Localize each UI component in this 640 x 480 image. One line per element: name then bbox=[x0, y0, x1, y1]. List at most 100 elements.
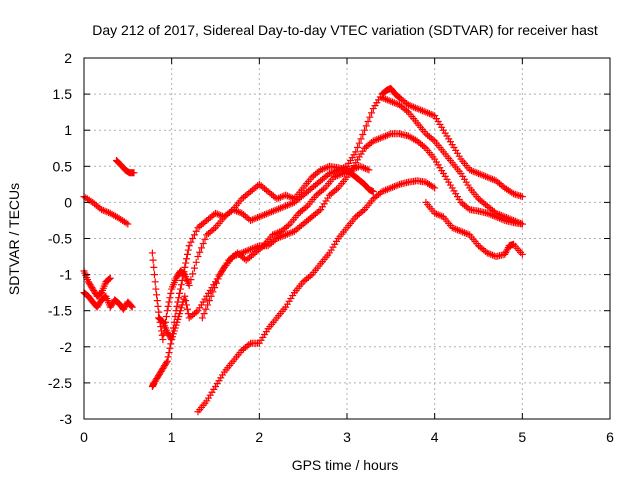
data-point-track-e bbox=[183, 250, 191, 258]
data-point-track-b bbox=[130, 169, 138, 177]
data-point-track-e bbox=[362, 122, 370, 130]
x-tick-label: 5 bbox=[518, 429, 526, 445]
data-point-track-f bbox=[194, 253, 202, 261]
data-point-track-f bbox=[154, 302, 162, 310]
x-tick-label: 2 bbox=[255, 429, 263, 445]
data-point-track-e bbox=[192, 227, 200, 235]
data-point-track-e bbox=[177, 281, 185, 289]
data-point-track-e bbox=[354, 144, 362, 152]
data-point-track-e bbox=[178, 276, 186, 284]
data-point-track-i bbox=[205, 297, 213, 305]
data-point-track-f bbox=[167, 289, 175, 297]
x-tick-label: 6 bbox=[606, 429, 614, 445]
axis-ticks bbox=[83, 57, 611, 420]
x-tick-label: 1 bbox=[168, 429, 176, 445]
data-point-track-i bbox=[200, 310, 208, 318]
data-point-track-a bbox=[124, 220, 132, 228]
y-axis-label: SDTVAR / TECUs bbox=[6, 183, 22, 295]
y-tick-label: 1 bbox=[64, 122, 72, 138]
data-point-track-i bbox=[198, 314, 206, 322]
x-tick-label: 4 bbox=[431, 429, 439, 445]
data-point-track-e bbox=[175, 294, 183, 302]
data-point-track-f bbox=[151, 278, 159, 286]
data-point-track-e bbox=[185, 242, 193, 250]
data-point-track-f bbox=[150, 263, 158, 271]
data-point-track-e bbox=[173, 302, 181, 310]
data-point-track-f bbox=[166, 294, 174, 302]
data-points bbox=[80, 84, 526, 416]
data-point-track-e bbox=[189, 235, 197, 242]
data-point-track-e bbox=[364, 118, 372, 126]
data-point-track-f bbox=[196, 248, 204, 256]
data-point-track-e bbox=[357, 135, 365, 143]
data-point-track-e bbox=[166, 344, 174, 352]
x-tick-label: 3 bbox=[343, 429, 351, 445]
data-point-track-f bbox=[192, 258, 200, 266]
data-point-track-g bbox=[182, 297, 190, 305]
data-point-track-e bbox=[518, 193, 526, 201]
data-point-track-e bbox=[190, 231, 198, 239]
grid-lines bbox=[84, 58, 610, 419]
data-point-track-e bbox=[187, 238, 195, 246]
data-point-track-f bbox=[197, 244, 205, 252]
data-point-track-i bbox=[209, 288, 217, 296]
data-point-track-e bbox=[176, 289, 184, 297]
data-point-track-f bbox=[185, 281, 193, 289]
data-point-track-i bbox=[207, 292, 215, 300]
y-tick-label: -1 bbox=[60, 267, 73, 283]
data-point-track-f bbox=[158, 331, 166, 339]
data-point-track-f bbox=[153, 297, 161, 305]
data-point-track-f bbox=[162, 312, 170, 320]
y-tick-label: 0.5 bbox=[53, 158, 73, 174]
y-tick-label: -2.5 bbox=[48, 375, 72, 391]
data-point-track-g bbox=[183, 305, 191, 313]
data-point-track-g bbox=[183, 301, 191, 309]
y-tick-label: 0 bbox=[64, 194, 72, 210]
data-point-track-f bbox=[189, 270, 197, 278]
data-point-track-f bbox=[163, 307, 171, 315]
data-point-track-i bbox=[202, 305, 210, 313]
data-point-track-c bbox=[105, 275, 113, 283]
data-point-track-e bbox=[163, 357, 171, 365]
y-tick-label: -2 bbox=[60, 339, 73, 355]
data-point-track-f bbox=[159, 336, 167, 344]
data-point-track-e bbox=[359, 131, 367, 139]
data-point-track-e bbox=[181, 263, 189, 271]
data-point-track-f bbox=[369, 188, 377, 196]
data-point-track-g bbox=[181, 292, 189, 300]
data-point-track-f bbox=[201, 235, 209, 243]
y-tick-label: 1.5 bbox=[53, 86, 73, 102]
data-point-track-i bbox=[365, 166, 373, 174]
data-point-track-f bbox=[149, 256, 157, 264]
data-point-track-e bbox=[361, 126, 369, 134]
data-point-track-e bbox=[164, 353, 172, 361]
data-point-track-e bbox=[183, 255, 191, 263]
data-point-track-f bbox=[148, 249, 156, 257]
data-point-track-e bbox=[355, 139, 363, 147]
x-axis-label: GPS time / hours bbox=[292, 457, 399, 473]
y-tick-label: 2 bbox=[64, 50, 72, 66]
data-point-track-h bbox=[431, 184, 439, 192]
x-tick-labels: 0 1 2 3 4 5 6 bbox=[80, 429, 614, 445]
data-point-track-f bbox=[199, 240, 207, 248]
data-point-track-e bbox=[184, 246, 192, 254]
data-point-track-f bbox=[187, 276, 195, 284]
data-point-track-e bbox=[165, 349, 173, 357]
data-point-track-f bbox=[153, 291, 161, 299]
y-tick-label: -1.5 bbox=[48, 303, 72, 319]
data-point-track-i bbox=[214, 275, 222, 283]
data-point-track-k bbox=[518, 250, 526, 258]
data-point-track-c bbox=[106, 274, 114, 282]
data-point-track-f bbox=[190, 264, 198, 272]
chart-title: Day 212 of 2017, Sidereal Day-to-day VTE… bbox=[92, 22, 598, 38]
data-point-track-f bbox=[152, 285, 160, 293]
data-point-track-f bbox=[164, 302, 172, 310]
x-tick-label: 0 bbox=[80, 429, 88, 445]
data-point-track-f bbox=[165, 298, 173, 306]
data-point-track-i bbox=[211, 284, 219, 292]
data-point-track-j bbox=[518, 220, 526, 228]
y-tick-label: -3 bbox=[60, 411, 73, 427]
data-point-track-e bbox=[352, 148, 360, 156]
data-point-track-e bbox=[176, 285, 184, 293]
